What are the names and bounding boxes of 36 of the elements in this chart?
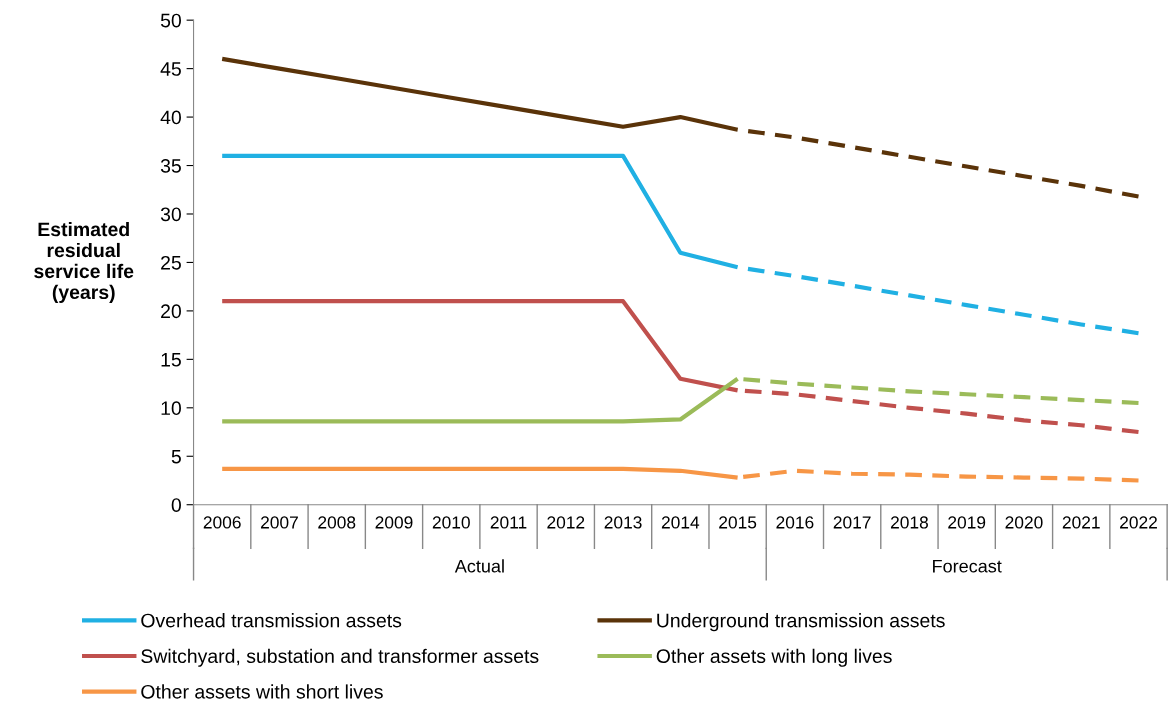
- x-tick-label: 2021: [1062, 516, 1100, 529]
- legend-label: Other assets with long lives: [656, 648, 892, 667]
- legend-label: Underground transmission assets: [657, 613, 945, 632]
- y-tick-label: 20: [161, 304, 181, 319]
- x-tick-label: 2017: [833, 516, 871, 529]
- y-axis-title: Estimated residual service life (years): [34, 221, 134, 303]
- y-tick-label: 50: [160, 13, 181, 28]
- legend-label: Overhead transmission assets: [141, 613, 402, 628]
- x-tick-label: 2009: [375, 516, 413, 529]
- x-tick-label: 2010: [432, 516, 470, 529]
- y-tick-label: 25: [161, 255, 181, 270]
- x-tick-label: 2014: [661, 516, 700, 529]
- y-tick-label: 5: [171, 449, 181, 464]
- x-tick-label: 2022: [1120, 516, 1157, 529]
- y-tick-label: 10: [161, 401, 181, 416]
- x-tick-label: 2012: [547, 516, 585, 529]
- x-tick-label: 2007: [261, 516, 298, 529]
- legend-label: Other assets with short lives: [141, 684, 383, 699]
- x-tick-label: 2020: [1005, 516, 1043, 529]
- y-tick-label: 30: [160, 207, 181, 222]
- x-tick-label: 2008: [318, 516, 356, 529]
- y-tick-label: 45: [160, 62, 181, 76]
- text: Actual: [454, 559, 504, 573]
- x-tick-label: 2013: [604, 516, 642, 529]
- y-tick-label: 40: [160, 110, 181, 125]
- x-tick-label: 2018: [890, 516, 928, 529]
- y-tick-label: 35: [160, 159, 181, 173]
- x-tick-label: 2011: [490, 516, 527, 529]
- y-tick-label: 0: [171, 498, 181, 512]
- x-tick-label: 2019: [948, 516, 986, 529]
- legend-label: Switchyard, substation and transformer assets: [141, 648, 539, 667]
- x-tick-label: 2006: [203, 516, 241, 529]
- text: Forecast: [933, 559, 1002, 573]
- x-tick-label: 2016: [776, 516, 814, 529]
- x-tick-label: 2015: [719, 516, 757, 529]
- y-tick-label: 15: [161, 353, 181, 367]
